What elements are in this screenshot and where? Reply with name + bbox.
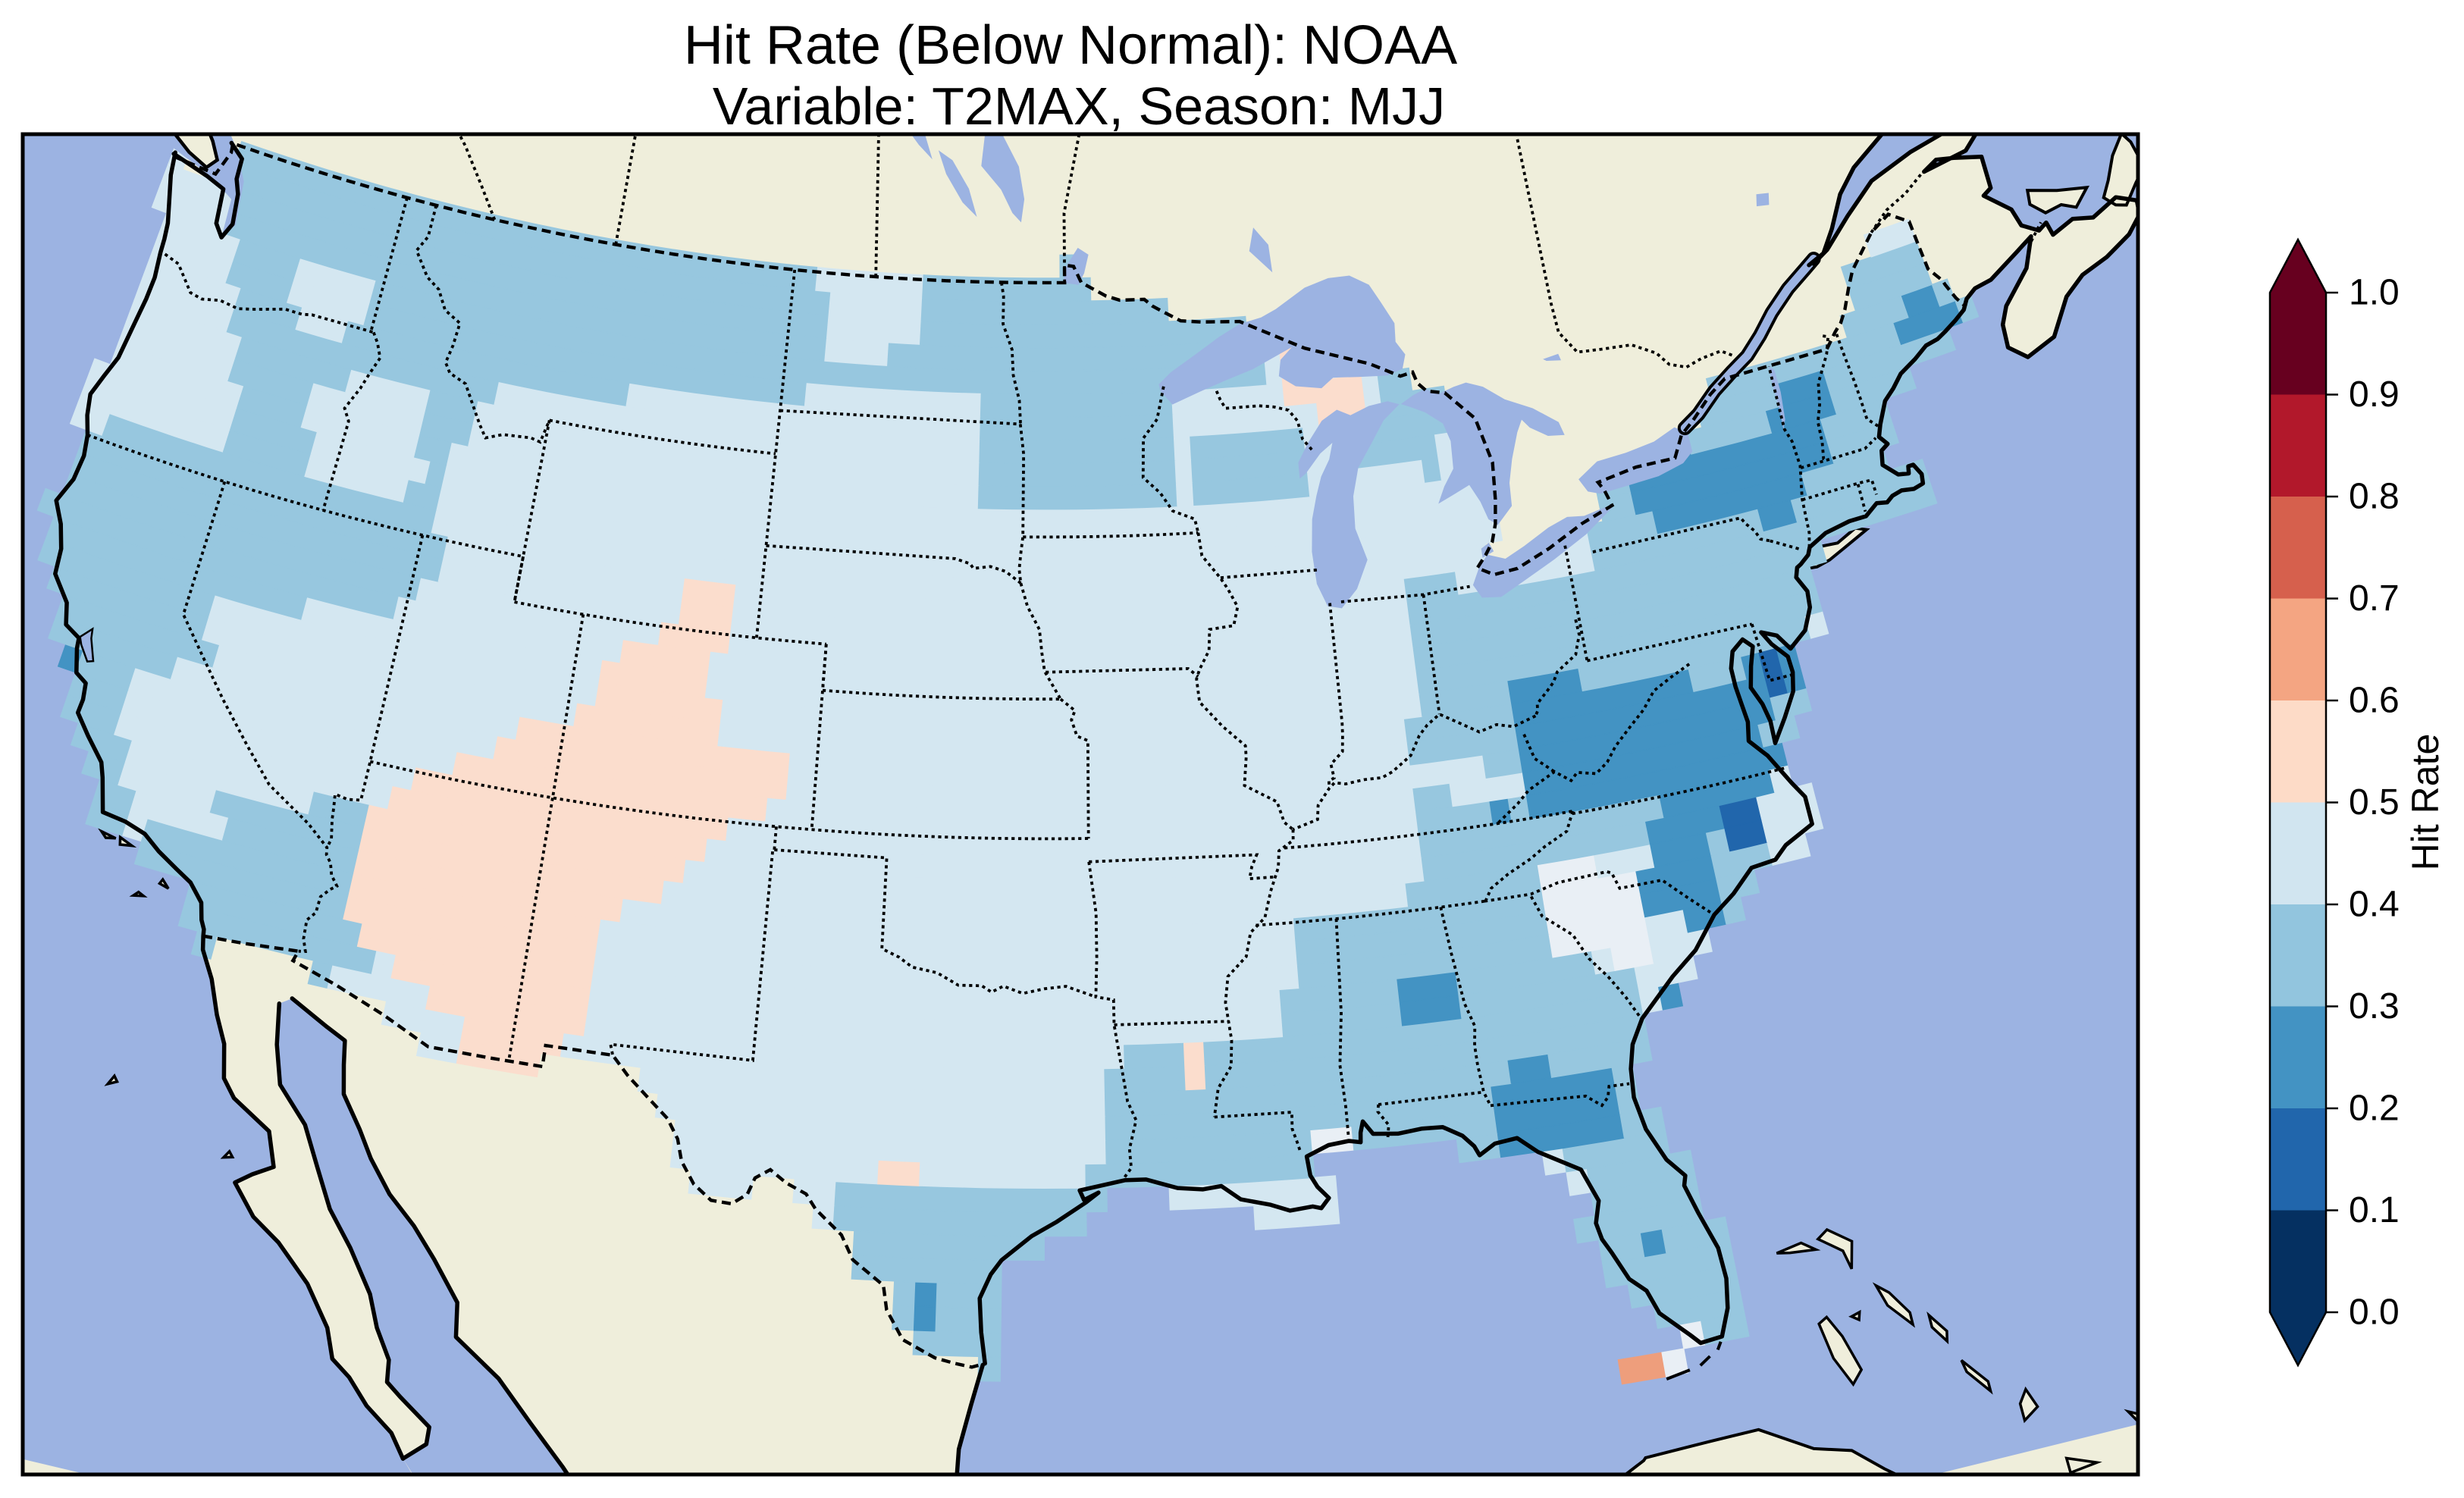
svg-text:Variable: T2MAX, Season: MJJ: Variable: T2MAX, Season: MJJ: [713, 77, 1445, 136]
svg-text:0.3: 0.3: [2349, 986, 2400, 1026]
svg-text:0.9: 0.9: [2349, 374, 2400, 415]
svg-text:0.1: 0.1: [2349, 1190, 2400, 1230]
svg-text:1.0: 1.0: [2349, 273, 2400, 313]
svg-text:0.8: 0.8: [2349, 477, 2400, 517]
svg-text:0.0: 0.0: [2349, 1293, 2400, 1333]
svg-text:Hit Rate: Hit Rate: [2404, 734, 2447, 871]
svg-text:Hit Rate (Below Normal): NOAA: Hit Rate (Below Normal): NOAA: [684, 15, 1457, 76]
svg-text:0.4: 0.4: [2349, 885, 2400, 925]
svg-text:0.6: 0.6: [2349, 681, 2400, 721]
svg-text:0.2: 0.2: [2349, 1089, 2400, 1129]
svg-text:0.5: 0.5: [2349, 782, 2400, 823]
svg-text:0.7: 0.7: [2349, 578, 2400, 619]
